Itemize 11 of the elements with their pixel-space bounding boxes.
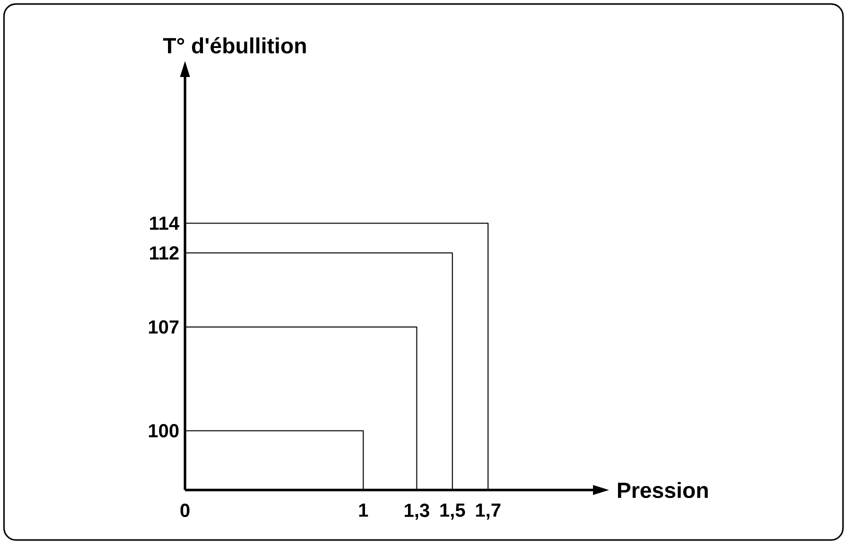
x-tick-label: 1,7: [476, 504, 500, 520]
x-axis-title: Pression: [618, 482, 708, 498]
y-axis-title: T° d'ébullition: [163, 37, 306, 54]
x-tick-label: 0: [180, 504, 190, 518]
x-tick-label: 1,3: [404, 504, 430, 520]
y-tick-label: 112: [150, 246, 179, 260]
y-tick-label: 114: [150, 216, 180, 230]
y-tick-label: 100: [148, 424, 179, 438]
x-tick-label: 1: [359, 504, 368, 517]
x-tick-label: 1,5: [440, 504, 466, 520]
y-tick-label: 107: [148, 320, 179, 334]
